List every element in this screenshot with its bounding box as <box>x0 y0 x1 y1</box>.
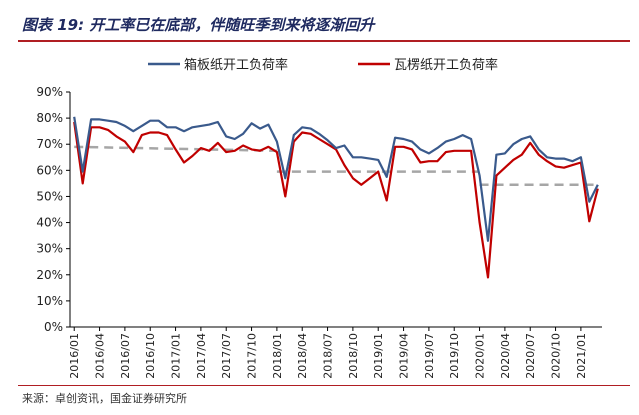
legend-label-series1: 箱板纸开工负荷率 <box>184 57 288 73</box>
y-tick-label: 70% <box>36 137 63 151</box>
x-tick-label: 2020/10 <box>550 333 563 379</box>
x-tick-label: 2018/04 <box>296 333 309 379</box>
line-chart: 箱板纸开工负荷率 瓦楞纸开工负荷率 0% 10% 20% 30% 40% 50% 60% 70… <box>36 57 602 379</box>
title-rule <box>18 40 630 42</box>
y-tick-label: 50% <box>36 189 63 203</box>
series-lines <box>73 116 599 279</box>
x-tick-label: 2021/01 <box>575 333 588 379</box>
figure-title: 图表 19: 开工率已在底部，伴随旺季到来将逐渐回升 <box>22 16 375 34</box>
chart-axes: 0% 10% 20% 30% 40% 50% 60% 70% 80% 90% 2016/01 2016… <box>36 85 602 379</box>
x-tick-label: 2016/07 <box>119 333 132 379</box>
x-tick-label: 2018/07 <box>322 333 335 379</box>
chart-legend: 箱板纸开工负荷率 瓦楞纸开工负荷率 <box>148 57 498 73</box>
series-line-1 <box>73 116 599 242</box>
footer-rule <box>18 385 630 386</box>
x-tick-label: 2018/01 <box>271 333 284 379</box>
x-tick-label: 2017/01 <box>170 333 183 379</box>
x-tick-label: 2020/04 <box>499 333 512 379</box>
y-tick-label: 20% <box>36 268 63 282</box>
x-tick-label: 2017/04 <box>195 333 208 379</box>
x-tick-label: 2017/07 <box>220 333 233 379</box>
y-tick-label: 90% <box>36 85 63 99</box>
x-tick-label: 2020/07 <box>524 333 537 379</box>
x-tick-label: 2016/01 <box>68 333 81 379</box>
y-tick-label: 80% <box>36 111 63 125</box>
x-tick-label: 2020/01 <box>474 333 487 379</box>
x-tick-label: 2016/10 <box>144 333 157 379</box>
reference-lines <box>74 145 598 186</box>
source-note: 来源：卓创资讯，国金证券研究所 <box>22 392 187 405</box>
x-tick-label: 2018/10 <box>347 333 360 379</box>
x-tick-label: 2019/07 <box>423 333 436 379</box>
series-line-2 <box>73 121 599 279</box>
x-tick-label: 2016/04 <box>94 333 107 379</box>
y-tick-label: 40% <box>36 216 63 230</box>
x-tick-label: 2019/10 <box>448 333 461 379</box>
x-tick-label: 2019/04 <box>398 333 411 379</box>
y-tick-label: 0% <box>44 320 63 334</box>
x-tick-label: 2019/01 <box>372 333 385 379</box>
y-tick-label: 60% <box>36 163 63 177</box>
y-tick-label: 30% <box>36 242 63 256</box>
y-tick-label: 10% <box>36 294 63 308</box>
x-tick-label: 2017/10 <box>246 333 259 379</box>
reference-dashed-line <box>74 145 277 152</box>
legend-label-series2: 瓦楞纸开工负荷率 <box>394 57 498 73</box>
